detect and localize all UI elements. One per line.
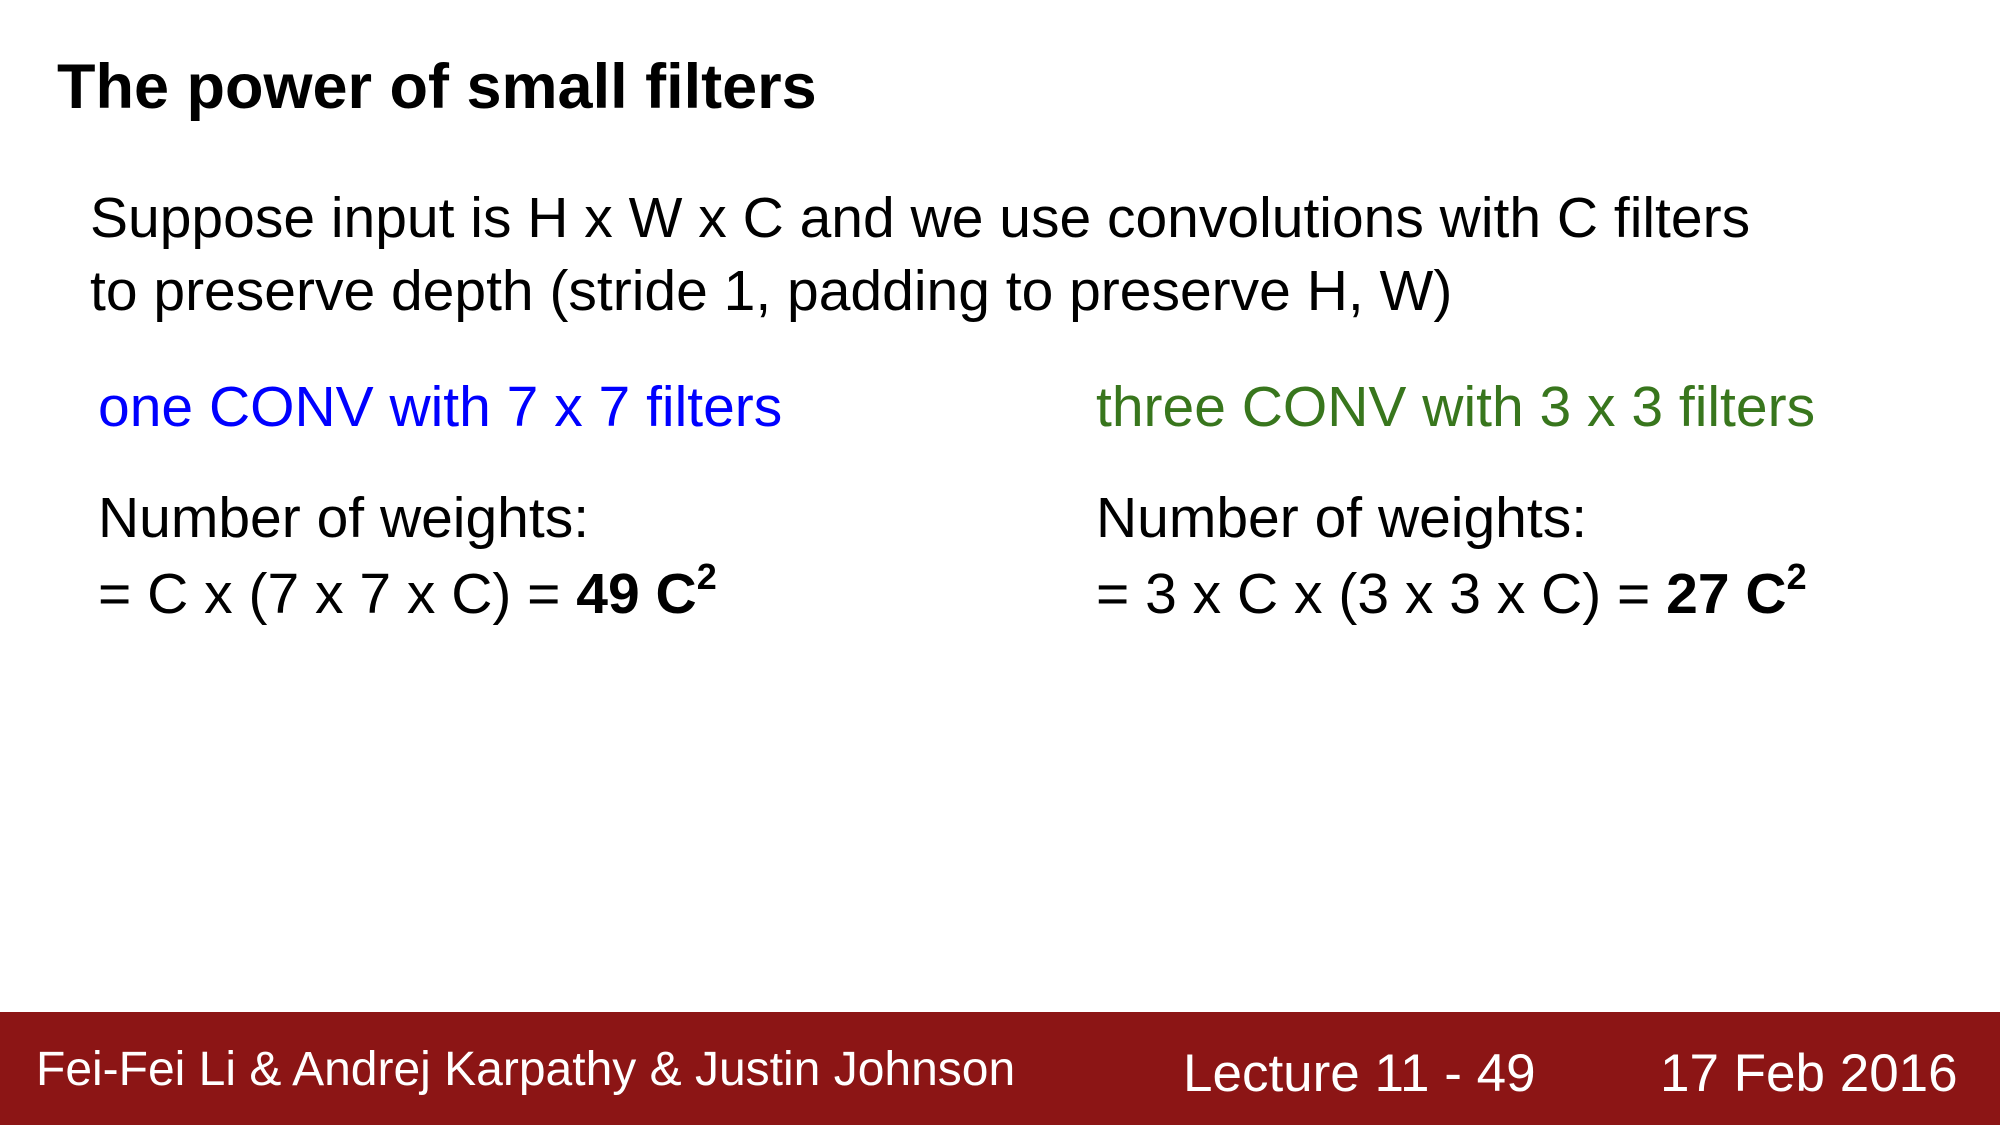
footer-lecture-number: Lecture 11 - 49	[1183, 1044, 1536, 1103]
right-result: 27 C2	[1666, 559, 1806, 627]
right-formula-line: = 3 x C x (3 x 3 x C) = 27 C2	[1096, 556, 1815, 632]
left-formula-line: = C x (7 x 7 x C) = 49 C2	[98, 556, 782, 632]
right-weights-label: Number of weights:	[1096, 486, 1588, 550]
footer-bar: Fei-Fei Li & Andrej Karpathy & Justin Jo…	[0, 1012, 2000, 1125]
intro-line-1: Suppose input is H x W x C and we use co…	[90, 186, 1751, 250]
intro-text: Suppose input is H x W x C and we use co…	[90, 182, 1750, 328]
left-formula: = C x (7 x 7 x C) =	[98, 562, 577, 626]
left-result: 49 C2	[576, 559, 716, 627]
slide-title: The power of small filters	[57, 52, 817, 122]
intro-line-2: to preserve depth (stride 1, padding to …	[90, 259, 1453, 323]
right-column-3x3: three CONV with 3 x 3 filters Number of …	[1096, 372, 1815, 632]
left-heading: one CONV with 7 x 7 filters	[98, 375, 783, 439]
right-formula: = 3 x C x (3 x 3 x C) =	[1096, 562, 1667, 626]
left-result-exponent: 2	[696, 556, 717, 597]
footer-authors: Fei-Fei Li & Andrej Karpathy & Justin Jo…	[36, 1043, 1016, 1096]
left-weights-label: Number of weights:	[98, 486, 590, 550]
left-result-value: 49 C	[576, 562, 697, 626]
right-heading: three CONV with 3 x 3 filters	[1096, 375, 1816, 439]
right-result-exponent: 2	[1786, 556, 1807, 597]
right-result-value: 27 C	[1666, 562, 1787, 626]
footer-date: 17 Feb 2016	[1660, 1044, 1958, 1103]
left-column-7x7: one CONV with 7 x 7 filters Number of we…	[98, 372, 782, 632]
